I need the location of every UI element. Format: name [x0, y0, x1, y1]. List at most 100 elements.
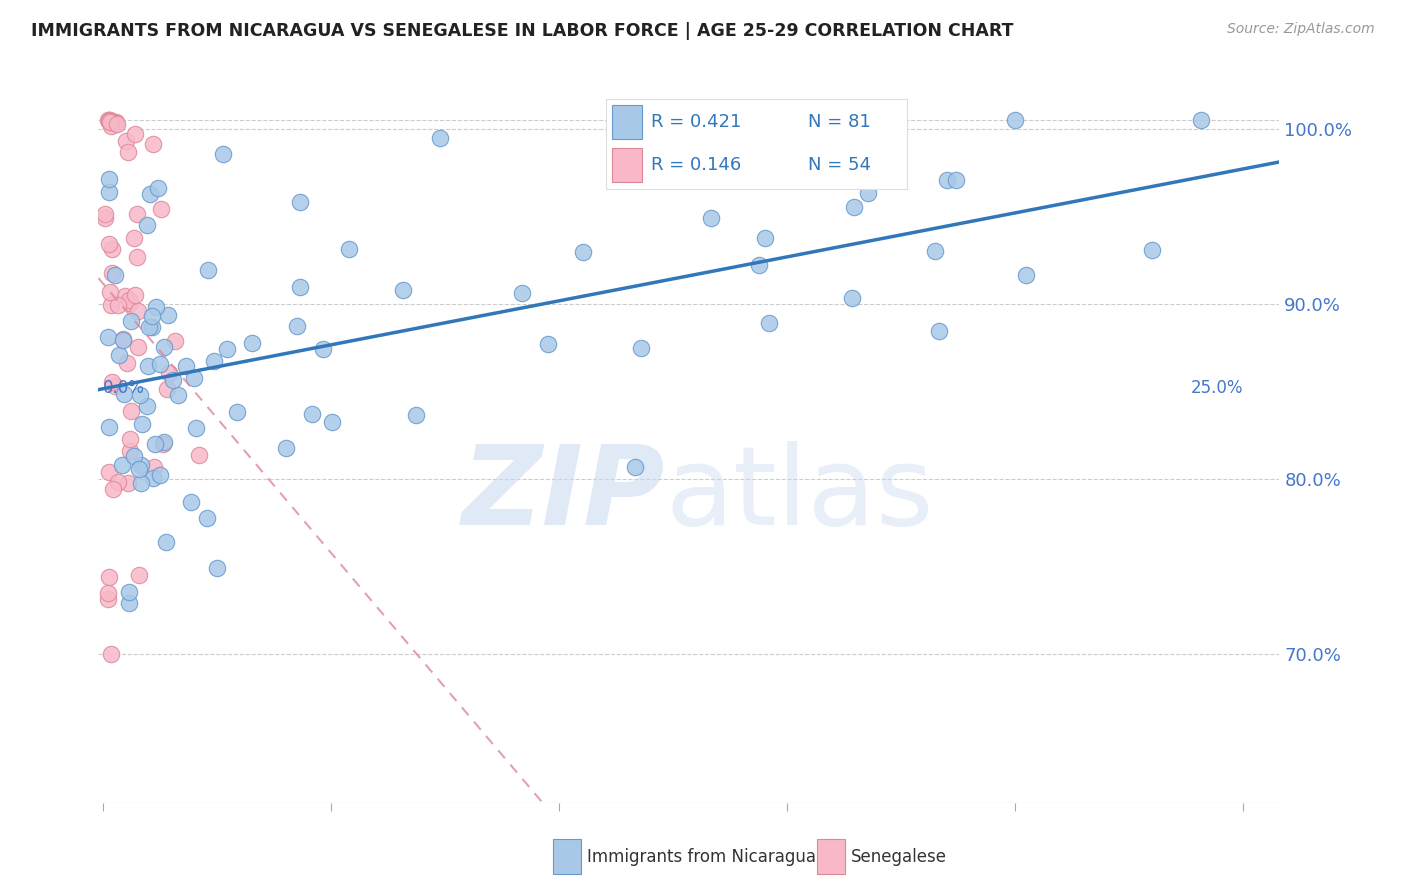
- Point: [1004, 112, 1026, 127]
- Point: [98, 285, 121, 299]
- Point: [105, 117, 128, 131]
- Point: [115, 356, 138, 370]
- Point: [924, 244, 946, 258]
- Point: [100, 298, 122, 312]
- Point: [1015, 268, 1038, 282]
- Point: [98, 172, 121, 186]
- Point: [97, 185, 120, 199]
- Point: [180, 495, 202, 509]
- Point: [111, 332, 134, 346]
- Point: [118, 444, 141, 458]
- Text: 25.0%: 25.0%: [1191, 379, 1243, 397]
- Point: [337, 242, 360, 256]
- Point: [157, 309, 180, 323]
- Point: [114, 289, 136, 303]
- Point: [128, 462, 150, 476]
- Point: [98, 420, 121, 434]
- Point: [1142, 243, 1164, 257]
- Point: [111, 333, 134, 347]
- Point: [117, 596, 139, 610]
- Point: [94, 211, 117, 225]
- Point: [97, 591, 120, 606]
- Point: [290, 194, 312, 209]
- Text: atlas: atlas: [665, 441, 934, 548]
- Point: [127, 340, 149, 354]
- Point: [156, 382, 179, 396]
- Point: [152, 435, 174, 450]
- Point: [100, 375, 122, 389]
- Point: [98, 113, 121, 128]
- Point: [97, 112, 120, 127]
- Point: [537, 337, 560, 351]
- Point: [94, 207, 117, 221]
- Point: [157, 366, 180, 380]
- Point: [142, 459, 165, 474]
- Point: [141, 137, 163, 152]
- Point: [195, 511, 218, 525]
- Point: [141, 320, 163, 334]
- Point: [217, 342, 239, 356]
- Point: [287, 319, 309, 334]
- Point: [100, 119, 122, 133]
- Point: [98, 569, 121, 583]
- Point: [100, 114, 122, 128]
- Point: [105, 114, 128, 128]
- Point: [152, 436, 174, 450]
- Point: [100, 647, 122, 661]
- Point: [114, 134, 136, 148]
- Point: [928, 324, 950, 338]
- Point: [101, 266, 124, 280]
- Point: [392, 283, 415, 297]
- Point: [120, 314, 142, 328]
- Point: [124, 128, 146, 142]
- Point: [101, 482, 124, 496]
- Point: [754, 231, 776, 245]
- Point: [141, 309, 163, 323]
- Point: [136, 218, 159, 232]
- Point: [174, 359, 197, 373]
- Point: [202, 354, 225, 368]
- Point: [107, 475, 129, 489]
- Point: [138, 320, 160, 334]
- Point: [118, 585, 141, 599]
- Point: [288, 279, 311, 293]
- Point: [111, 458, 134, 472]
- Point: [98, 237, 121, 252]
- Point: [165, 334, 187, 348]
- Point: [136, 359, 159, 374]
- Point: [150, 202, 173, 216]
- Point: [143, 437, 166, 451]
- Point: [98, 115, 121, 129]
- Point: [405, 408, 427, 422]
- Point: [188, 448, 211, 462]
- Point: [1189, 112, 1212, 127]
- Point: [225, 405, 247, 419]
- Point: [240, 335, 263, 350]
- Point: [108, 348, 131, 362]
- Point: [155, 534, 177, 549]
- Point: [945, 173, 967, 187]
- Text: 0.0%: 0.0%: [103, 379, 145, 397]
- Point: [96, 330, 118, 344]
- Text: ZIP: ZIP: [461, 441, 665, 548]
- Point: [700, 211, 723, 225]
- Point: [104, 268, 127, 282]
- Point: [148, 180, 170, 194]
- Point: [145, 300, 167, 314]
- Point: [124, 288, 146, 302]
- Point: [183, 371, 205, 385]
- Point: [120, 433, 142, 447]
- Point: [101, 243, 124, 257]
- Point: [122, 231, 145, 245]
- Point: [104, 379, 127, 393]
- Point: [186, 420, 208, 434]
- Point: [844, 200, 866, 214]
- Point: [149, 357, 172, 371]
- Point: [98, 465, 121, 479]
- Point: [841, 291, 863, 305]
- Point: [128, 568, 150, 582]
- Point: [139, 187, 162, 202]
- Point: [120, 404, 142, 418]
- Point: [429, 130, 451, 145]
- Point: [758, 316, 780, 330]
